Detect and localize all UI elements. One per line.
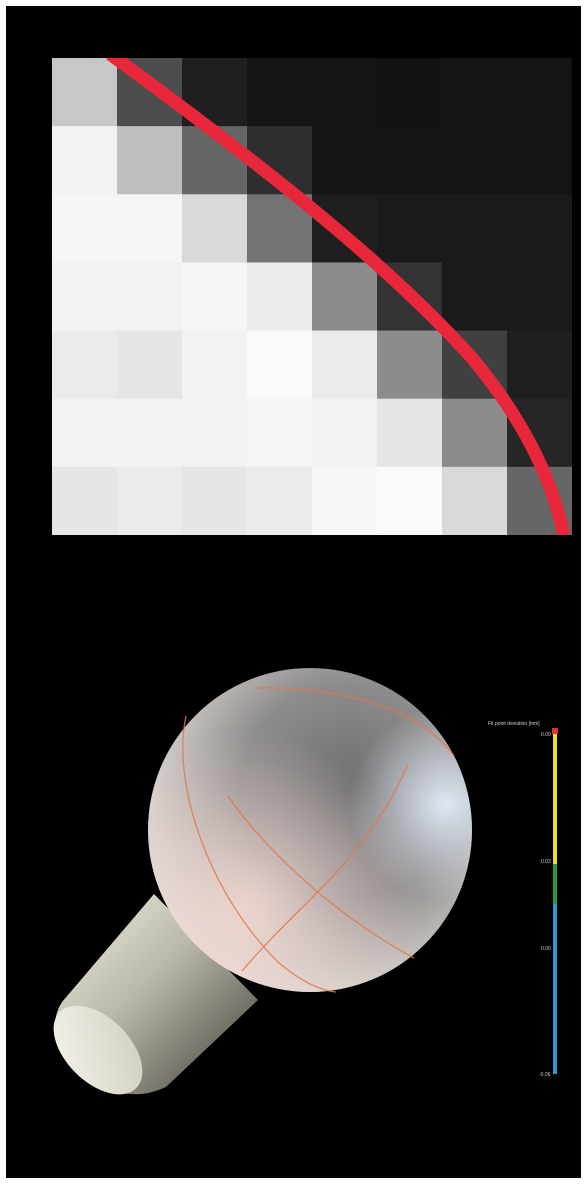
- pixel-cell: [117, 466, 183, 535]
- pixel-cell: [377, 126, 443, 195]
- image-frame: Fit point deviation [mm] 0.09 0.03 0.00 …: [6, 6, 581, 1178]
- sphere-on-cylinder: [53, 668, 558, 1095]
- pixel-cell: [442, 194, 508, 263]
- pixel-cell: [507, 330, 572, 400]
- pixel-cell: [377, 194, 443, 263]
- pixel-cell: [377, 330, 443, 400]
- pixel-cell: [442, 398, 508, 468]
- pixel-cell: [52, 398, 118, 468]
- pixel-cell: [182, 262, 248, 332]
- deviation-color-bar: [552, 728, 558, 1074]
- pixelated-edge-image: [52, 58, 572, 535]
- sphere-render: Fit point deviation [mm] 0.09 0.03 0.00 …: [6, 646, 581, 1126]
- pixel-cell: [247, 398, 313, 468]
- pixel-cell: [377, 398, 443, 468]
- pixel-cell: [52, 194, 118, 263]
- pixel-cell: [442, 262, 508, 332]
- pixel-cell: [507, 58, 572, 127]
- pixel-cell: [52, 58, 118, 127]
- pixel-cell: [507, 126, 572, 195]
- pixel-cell: [442, 126, 508, 195]
- pixel-cell: [312, 466, 378, 535]
- pixel-cell: [312, 398, 378, 468]
- pixel-cell: [117, 194, 183, 263]
- pixel-cell: [117, 126, 183, 195]
- pixel-cell: [442, 466, 508, 535]
- pixel-cell: [247, 330, 313, 400]
- pixel-cell: [377, 58, 443, 127]
- pixel-cell: [52, 262, 118, 332]
- edge-curve: [106, 58, 571, 535]
- legend-tick-upper: 0.03: [541, 859, 551, 865]
- pixel-cell: [182, 398, 248, 468]
- pixel-cell: [247, 466, 313, 535]
- pixel-cell: [312, 126, 378, 195]
- pixel-cell: [507, 194, 572, 263]
- pixel-cell: [182, 466, 248, 535]
- pixel-cell: [182, 330, 248, 400]
- sphere: [148, 668, 472, 993]
- legend-tick-min: -0.06: [539, 1072, 551, 1078]
- pixel-cell: [377, 466, 443, 535]
- legend-title: Fit point deviation [mm]: [488, 721, 540, 727]
- pixel-cell: [52, 330, 118, 400]
- pixel-cell: [117, 330, 183, 400]
- cylinder: [53, 894, 258, 1095]
- pixel-cell: [312, 58, 378, 127]
- pixel-grid: [52, 58, 572, 535]
- pixel-cell: [312, 330, 378, 400]
- pixel-cell: [247, 58, 313, 127]
- pixel-cell: [52, 126, 118, 195]
- pixel-cell: [117, 262, 183, 332]
- pixel-cell: [312, 262, 378, 332]
- legend-tick-max: 0.09: [541, 732, 551, 738]
- pixel-cell: [507, 262, 572, 332]
- pixel-cell: [442, 58, 508, 127]
- pixel-cell: [247, 262, 313, 332]
- legend-tick-zero: 0.00: [541, 946, 551, 952]
- pixel-cell: [52, 466, 118, 535]
- pixel-cell: [182, 194, 248, 263]
- pixel-cell: [117, 398, 183, 468]
